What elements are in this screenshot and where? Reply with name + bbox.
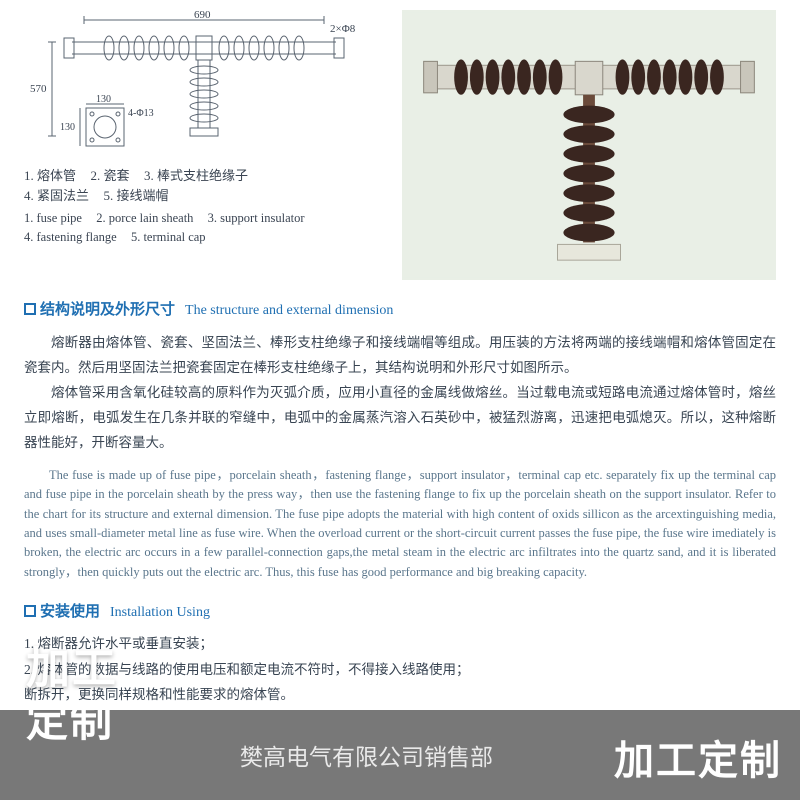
section2-en: Installation Using — [110, 605, 210, 621]
dim-flange-h: 130 — [60, 122, 75, 133]
drawing-svg: 690 2×Φ8 — [24, 10, 384, 160]
install-3: 断拆开，更换同样规格和性能要求的熔体管。 — [24, 682, 776, 708]
technical-drawing: 690 2×Φ8 — [24, 10, 384, 280]
legend-cn-4: 4. 紧固法兰 — [24, 186, 89, 206]
body-en-p: The fuse is made up of fuse pipe，porcela… — [24, 466, 776, 582]
legend-cn-5: 5. 接线端帽 — [104, 186, 169, 206]
legend-en-4: 4. fastening flange — [24, 228, 117, 247]
watermark-line2: 定制 — [26, 688, 114, 749]
legend-cn-3: 3. 棒式支柱绝缘子 — [144, 166, 248, 186]
dim-top: 690 — [194, 10, 211, 21]
photo-svg — [402, 10, 776, 280]
product-photo — [402, 10, 776, 280]
body-cn: 熔断器由熔体管、瓷套、坚固法兰、棒形支柱绝缘子和接线端帽等组成。用压装的方法将两… — [24, 331, 776, 456]
square-bullet-icon — [24, 303, 36, 315]
body-cn-p1: 熔断器由熔体管、瓷套、坚固法兰、棒形支柱绝缘子和接线端帽等组成。用压装的方法将两… — [24, 331, 776, 381]
page-root: 690 2×Φ8 — [0, 0, 800, 800]
dim-flange-w: 130 — [96, 94, 111, 105]
section-install: 安装使用 Installation Using — [24, 600, 776, 621]
body-cn-p2: 熔体管采用含氧化硅较高的原料作为灭弧介质，应用小直径的金属线做熔丝。当过载电流或… — [24, 381, 776, 456]
install-1: 1. 熔断器允许水平或垂直安装； — [24, 631, 776, 657]
top-row: 690 2×Φ8 — [24, 10, 776, 280]
legend-cn-2: 2. 瓷套 — [91, 166, 130, 186]
body-en: The fuse is made up of fuse pipe，porcela… — [24, 466, 776, 582]
section1-cn: 结构说明及外形尺寸 — [40, 302, 175, 318]
legend-en-2: 2. porce lain sheath — [96, 209, 193, 228]
legend-en-5: 5. terminal cap — [131, 228, 206, 247]
legend-cn: 1. 熔体管 2. 瓷套 3. 棒式支柱绝缘子 4. 紧固法兰 5. 接线端帽 … — [24, 166, 384, 247]
install-list: 1. 熔断器允许水平或垂直安装； 2. 熔体管的数据与线路的使用电压和额定电流不… — [24, 631, 776, 708]
legend-cn-1: 1. 熔体管 — [24, 166, 76, 186]
square-bullet-icon — [24, 605, 36, 617]
legend-en-1: 1. fuse pipe — [24, 209, 82, 228]
dim-hole: 4-Φ13 — [128, 108, 154, 119]
dim-left: 570 — [30, 83, 47, 95]
install-2: 2. 熔体管的数据与线路的使用电压和额定电流不符时，不得接入线路使用； — [24, 657, 776, 683]
dim-right: 2×Φ8 — [330, 23, 356, 35]
watermark-band: 加工 定制 樊高电气有限公司销售部 加工定制 — [0, 710, 800, 800]
section-structure: 结构说明及外形尺寸 The structure and external dim… — [24, 298, 776, 319]
section2-cn: 安装使用 — [40, 604, 100, 620]
watermark-company: 樊高电气有限公司销售部 — [240, 738, 493, 772]
legend-en-3: 3. support insulator — [208, 209, 305, 228]
section1-en: The structure and external dimension — [185, 303, 393, 319]
watermark-right: 加工定制 — [614, 728, 782, 786]
watermark-line1: 加工 — [26, 632, 118, 696]
